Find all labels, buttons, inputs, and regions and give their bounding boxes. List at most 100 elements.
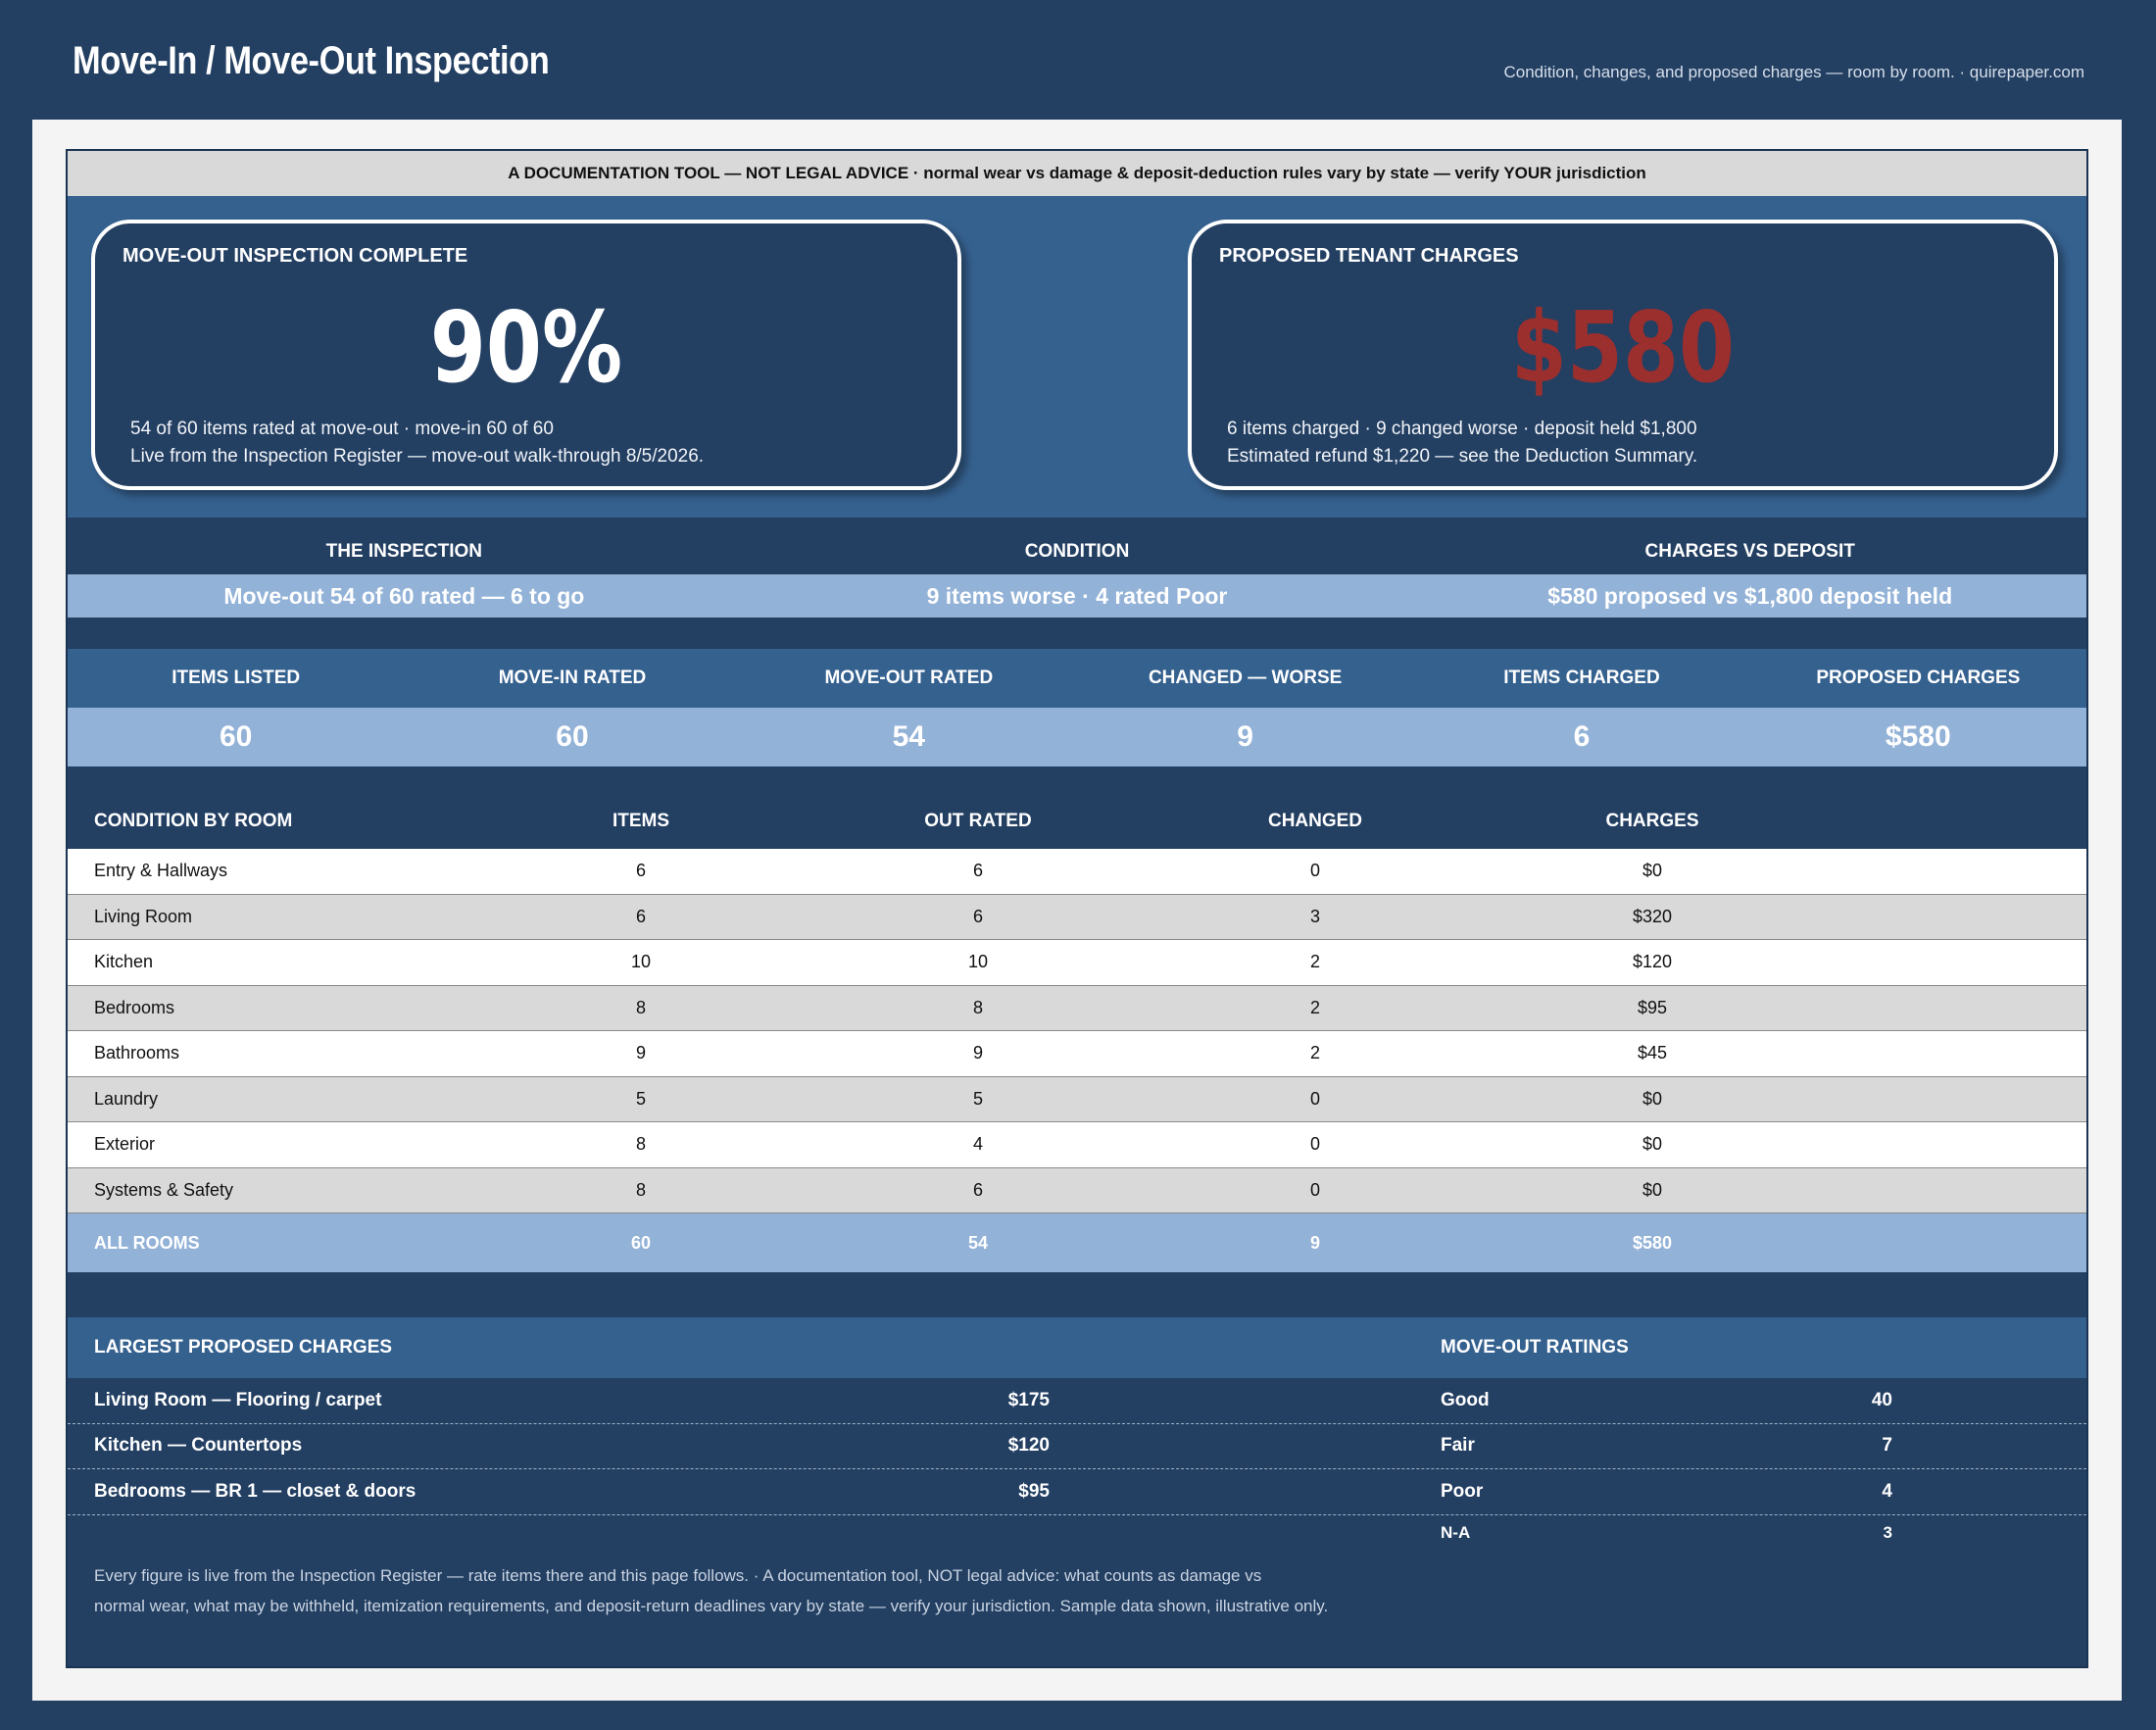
list-item: Living Room — Flooring / carpet $175 Goo… <box>68 1378 2086 1424</box>
summary-header: CONDITION <box>1024 541 1130 562</box>
rating-count: 40 <box>1871 1389 1892 1410</box>
items-count: 8 <box>635 1179 646 1200</box>
out-rated-count: 6 <box>972 906 983 926</box>
disclaimer-banner: A DOCUMENTATION TOOL — NOT LEGAL ADVICE … <box>68 151 2086 196</box>
table-row: Living Room 6 6 3 $320 <box>68 894 2086 940</box>
items-count: 10 <box>630 952 652 972</box>
room-name: Exterior <box>94 1134 156 1155</box>
kpi-note-line: Estimated refund $1,220 — see the Deduct… <box>1227 446 1698 467</box>
changed-count: 2 <box>1309 997 1320 1017</box>
stat-value: 60 <box>556 720 589 753</box>
changed-count: 2 <box>1309 952 1320 972</box>
table-row: Entry & Hallways 6 6 0 $0 <box>68 849 2086 895</box>
rating-count: 7 <box>1882 1435 1892 1457</box>
proposed-charges-card: PROPOSED TENANT CHARGES $580 6 items cha… <box>1188 220 2058 490</box>
total-items: 60 <box>630 1232 652 1253</box>
column-header: CHANGED <box>1267 811 1363 831</box>
summary-headers: THE INSPECTION CONDITION CHARGES VS DEPO… <box>68 518 2086 574</box>
page-header: Move-In / Move-Out Inspection Condition,… <box>0 0 2156 120</box>
charges-amount: $0 <box>1642 1134 1663 1155</box>
table-row: Bathrooms 9 9 2 $45 <box>68 1031 2086 1077</box>
column-header: ITEMS <box>612 811 670 831</box>
bottom-section-headers: LARGEST PROPOSED CHARGES MOVE-OUT RATING… <box>68 1317 2086 1378</box>
changed-count: 3 <box>1309 906 1320 926</box>
column-header: CONDITION BY ROOM <box>94 811 293 831</box>
charge-amount: $175 <box>1007 1389 1050 1410</box>
rating-label: Poor <box>1441 1480 1484 1502</box>
charges-amount: $95 <box>1637 997 1668 1017</box>
kpi-note: 54 of 60 items rated at move-out · move-… <box>130 416 704 470</box>
out-rated-count: 8 <box>972 997 983 1017</box>
changed-count: 0 <box>1309 1088 1320 1109</box>
rating-count: 3 <box>1883 1522 1892 1542</box>
room-name: Kitchen <box>94 952 154 972</box>
out-rated-count: 6 <box>972 1179 983 1200</box>
stat-header: MOVE-OUT RATED <box>824 667 994 688</box>
stat-header: CHANGED — WORSE <box>1148 667 1343 688</box>
header-tagline: Condition, changes, and proposed charges… <box>1503 63 2085 81</box>
stat-header: MOVE-IN RATED <box>498 667 647 688</box>
stat-values: 60 60 54 9 6 $580 <box>68 708 2086 766</box>
total-out-rated: 54 <box>967 1232 989 1253</box>
kpi-label: MOVE-OUT INSPECTION COMPLETE <box>122 245 468 267</box>
summary-values: Move-out 54 of 60 rated — 6 to go 9 item… <box>68 574 2086 618</box>
table-row: Bedrooms 8 8 2 $95 <box>68 985 2086 1031</box>
footnote: Every figure is live from the Inspection… <box>94 1560 1662 1621</box>
list-item: Bedrooms — BR 1 — closet & doors $95 Poo… <box>68 1469 2086 1515</box>
rating-label: Good <box>1441 1389 1490 1410</box>
footnote-line: normal wear, what may be withheld, itemi… <box>94 1597 1329 1615</box>
move-out-ratings-heading: MOVE-OUT RATINGS <box>1441 1337 1629 1358</box>
out-rated-count: 9 <box>972 1043 983 1063</box>
summary-value: Move-out 54 of 60 rated — 6 to go <box>223 583 585 609</box>
kpi-value: 90% <box>429 290 623 405</box>
items-count: 6 <box>635 906 646 926</box>
charge-label: Bedrooms — BR 1 — closet & doors <box>94 1480 416 1502</box>
items-count: 8 <box>635 997 646 1017</box>
charges-amount: $120 <box>1632 952 1673 972</box>
charges-amount: $0 <box>1642 1179 1663 1200</box>
changed-count: 0 <box>1309 1134 1320 1155</box>
table-header-row: CONDITION BY ROOM ITEMS OUT RATED CHANGE… <box>68 794 2086 849</box>
stat-header: ITEMS LISTED <box>172 667 301 688</box>
table-row: Laundry 5 5 0 $0 <box>68 1076 2086 1122</box>
rating-count: 4 <box>1882 1480 1892 1502</box>
rating-label: N-A <box>1441 1522 1471 1542</box>
stat-value: 9 <box>1237 720 1253 753</box>
paper-background: A DOCUMENTATION TOOL — NOT LEGAL ADVICE … <box>32 120 2122 1701</box>
inspection-complete-card: MOVE-OUT INSPECTION COMPLETE 90% 54 of 6… <box>91 220 961 490</box>
inspection-sheet: A DOCUMENTATION TOOL — NOT LEGAL ADVICE … <box>66 149 2088 1668</box>
charges-amount: $0 <box>1642 861 1663 881</box>
out-rated-count: 4 <box>972 1134 983 1155</box>
stat-headers: ITEMS LISTED MOVE-IN RATED MOVE-OUT RATE… <box>68 649 2086 708</box>
items-count: 5 <box>635 1088 646 1109</box>
out-rated-count: 5 <box>972 1088 983 1109</box>
out-rated-count: 6 <box>972 861 983 881</box>
total-label: ALL ROOMS <box>94 1232 200 1253</box>
column-header: CHARGES <box>1605 811 1699 831</box>
list-item: Kitchen — Countertops $120 Fair 7 <box>68 1424 2086 1469</box>
room-name: Laundry <box>94 1088 159 1109</box>
stat-value: 60 <box>219 720 253 753</box>
stat-header: ITEMS CHARGED <box>1503 667 1660 688</box>
table-total-row: ALL ROOMS 60 54 9 $580 <box>68 1213 2086 1272</box>
kpi-value: $580 <box>1510 290 1736 405</box>
kpi-label: PROPOSED TENANT CHARGES <box>1219 245 1519 267</box>
summary-header: THE INSPECTION <box>325 541 483 562</box>
changed-count: 0 <box>1309 1179 1320 1200</box>
kpi-note-line: 6 items charged · 9 changed worse · depo… <box>1227 419 1697 439</box>
stat-value: 6 <box>1573 720 1591 753</box>
total-changed: 9 <box>1309 1232 1320 1253</box>
kpi-note-line: Live from the Inspection Register — move… <box>130 446 705 467</box>
charge-amount: $95 <box>1018 1480 1050 1502</box>
kpi-note-line: 54 of 60 items rated at move-out · move-… <box>130 419 554 439</box>
items-count: 9 <box>635 1043 646 1063</box>
column-header: OUT RATED <box>924 811 1032 831</box>
charges-and-ratings-list: Living Room — Flooring / carpet $175 Goo… <box>68 1378 2086 1551</box>
out-rated-count: 10 <box>967 952 989 972</box>
charge-label: Kitchen — Countertops <box>94 1435 303 1457</box>
room-name: Living Room <box>94 906 193 926</box>
footnote-line: Every figure is live from the Inspection… <box>94 1566 1262 1585</box>
largest-charges-heading: LARGEST PROPOSED CHARGES <box>94 1337 393 1358</box>
summary-value: $580 proposed vs $1,800 deposit held <box>1547 583 1953 609</box>
table-row: Systems & Safety 8 6 0 $0 <box>68 1167 2086 1213</box>
